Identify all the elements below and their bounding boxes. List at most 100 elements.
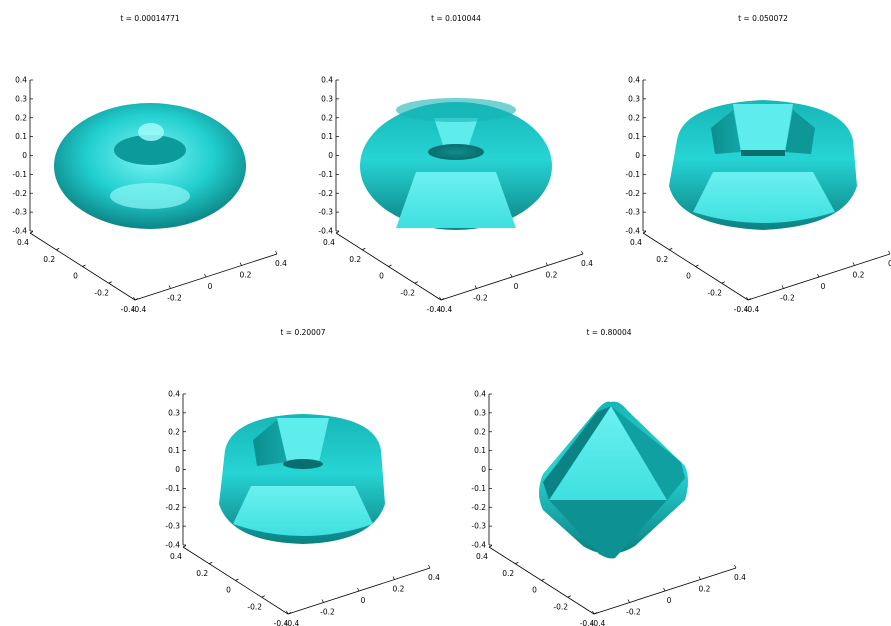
x-tick-mark [817, 273, 820, 278]
y-tick-label: -0.4 [580, 619, 595, 626]
panel-1: t = 0.00014771 0.4 0.3 0.2 0.1 0 -0.1 -0.2 -0.3 -… [12, 14, 287, 314]
y-tick-label: 0.2 [196, 569, 208, 578]
x-tick-label: -0.4 [285, 619, 300, 626]
front-facet [396, 172, 516, 228]
y-tick-mark [56, 247, 60, 251]
x-tick-mark [168, 285, 171, 289]
y-tick-label: 0.4 [170, 552, 182, 561]
x-tick-label: 0.4 [581, 259, 593, 268]
z-tick-label: -0.1 [165, 484, 180, 493]
y-tick-mark [541, 578, 545, 581]
z-tick-label: -0.3 [471, 522, 486, 531]
x-tick-label: -0.4 [132, 305, 147, 314]
z-tick-label: 0.3 [474, 408, 486, 417]
surface-torus [54, 103, 246, 229]
z-tick-label: 0.2 [15, 113, 27, 122]
z-tick-label: 0.1 [15, 132, 27, 141]
rim [396, 98, 516, 122]
y-tick-label: 0.2 [43, 255, 55, 264]
y-tick-mark [721, 281, 725, 284]
surface-octahedron [539, 401, 688, 559]
z-tick-label: -0.1 [471, 484, 486, 493]
z-tick-label: -0.4 [12, 227, 27, 236]
y-tick-label: -0.4 [274, 619, 289, 626]
surface-faceted-torus [360, 98, 552, 230]
z-tick-label: 0.1 [628, 132, 640, 141]
z-tick-label: -0.2 [471, 503, 486, 512]
x-tick-label: 0.2 [393, 585, 405, 594]
panel-title: t = 0.20007 [280, 328, 325, 337]
x-tick-label: 0.2 [546, 271, 558, 280]
x-tick-mark [392, 576, 395, 580]
x-tick-mark [474, 285, 477, 289]
panel-4: t = 0.20007 0.4 0.3 0.2 0.1 0 -0.1 -0.2 -0.3 -0.4… [165, 328, 440, 626]
z-tick-label: 0.1 [168, 446, 180, 455]
x-tick-mark [781, 285, 784, 289]
x-tick-label: -0.4 [438, 305, 453, 314]
z-tick-label: 0.2 [474, 427, 486, 436]
hole [428, 144, 484, 160]
z-tick-label: 0.2 [628, 113, 640, 122]
x-tick-mark [439, 296, 442, 301]
x-tick-mark [746, 296, 749, 301]
x-tick-label: 0.2 [853, 271, 865, 280]
panel-title: t = 0.00014771 [120, 14, 180, 23]
x-tick-label: -0.2 [473, 294, 488, 303]
y-tick-label: -0.4 [121, 305, 136, 314]
y-tick-label: 0 [532, 586, 537, 595]
z-tick-label: -0.3 [625, 208, 640, 217]
back-facet [733, 104, 793, 152]
panel-2: t = 0.010044 0.4 0.3 0.2 0.1 0 -0.1 -0.2 -0.3 -0.… [318, 14, 593, 314]
x-tick-mark [510, 273, 513, 278]
y-tick-label: 0 [73, 272, 78, 281]
y-tick-mark [414, 281, 418, 284]
z-tick-label: -0.4 [165, 541, 180, 550]
y-tick-label: 0.4 [323, 238, 335, 247]
y-tick-mark [335, 231, 340, 234]
y-tick-label: 0 [226, 586, 231, 595]
y-tick-mark [261, 595, 265, 598]
surface-rounded-cup [219, 414, 385, 544]
x-tick-mark [852, 262, 855, 266]
x-tick-mark [428, 564, 431, 569]
z-tick-label: -0.2 [12, 189, 27, 198]
z-tick-label: 0.3 [321, 94, 333, 103]
y-tick-mark [567, 595, 571, 598]
x-tick-label: 0.2 [240, 271, 252, 280]
x-tick-label: 0 [208, 282, 213, 291]
z-tick-label: 0.1 [321, 132, 333, 141]
x-tick-mark [286, 610, 289, 615]
x-tick-mark [627, 599, 630, 603]
y-tick-mark [515, 561, 519, 565]
z-tick-label: 0 [635, 151, 640, 160]
y-tick-label: 0.2 [502, 569, 514, 578]
hole [283, 459, 323, 469]
y-tick-mark [362, 247, 366, 251]
z-tick-label: 0.4 [15, 76, 27, 85]
z-tick-label: 0.4 [168, 390, 180, 399]
y-tick-label: -0.2 [400, 288, 415, 297]
front-facet [693, 172, 835, 223]
left-inner-facet [253, 420, 287, 466]
x-tick-mark [204, 273, 207, 278]
z-tick-label: -0.3 [165, 522, 180, 531]
x-tick-label: 0.4 [275, 259, 287, 268]
x-tick-label: 0.4 [734, 573, 746, 582]
x-tick-mark [698, 576, 701, 580]
x-tick-label: 0 [361, 596, 366, 605]
y-tick-label: 0.2 [349, 255, 361, 264]
torus-body [54, 103, 246, 229]
x-tick-mark [888, 250, 891, 255]
x-tick-mark [357, 587, 360, 592]
y-tick-label: 0.4 [630, 238, 642, 247]
torus-highlight-lower [110, 183, 190, 209]
y-tick-label: -0.4 [734, 305, 749, 314]
left-upper-facet [543, 406, 611, 500]
x-tick-label: 0.4 [428, 573, 440, 582]
z-tick-label: -0.1 [625, 170, 640, 179]
y-tick-mark [235, 578, 239, 581]
x-tick-label: 0 [667, 596, 672, 605]
back-facet [434, 118, 478, 148]
y-tick-mark [695, 264, 699, 267]
lower-facet [549, 500, 667, 559]
